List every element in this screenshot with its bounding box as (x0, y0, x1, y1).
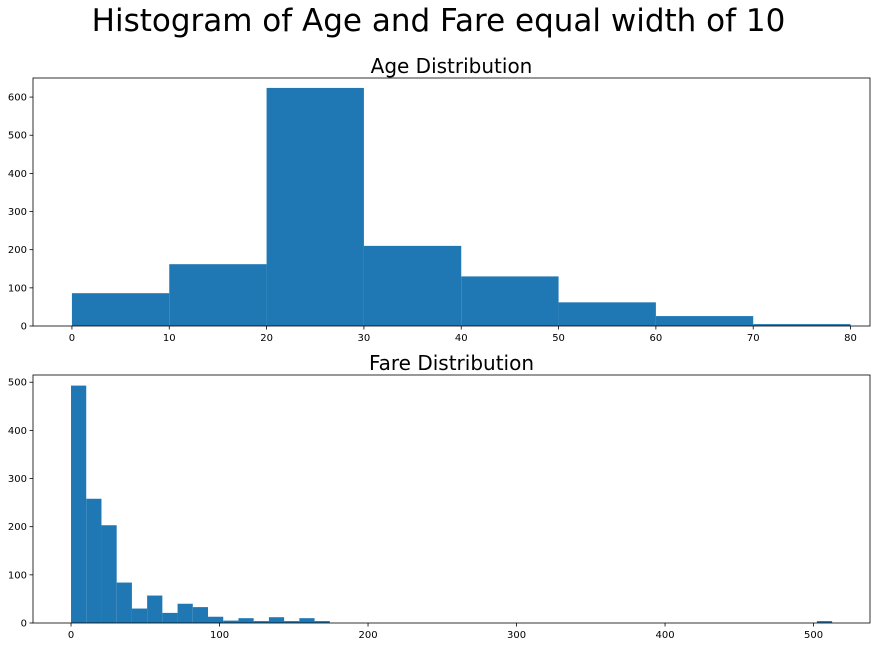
fare-bar (71, 385, 87, 623)
age-histogram-bars (71, 87, 851, 326)
fare-bar (101, 525, 117, 623)
fare-x-tick-label: 300 (507, 630, 526, 641)
fare-bar (268, 617, 285, 623)
fare-y-tick-label: 400 (8, 426, 27, 437)
fare-histogram-bars (71, 385, 833, 623)
age-y-tick-label: 500 (8, 131, 27, 142)
fare-bar (284, 621, 300, 623)
age-bar (169, 264, 267, 326)
fare-y-tick-label: 200 (8, 522, 27, 533)
fare-bar (192, 607, 209, 623)
age-x-tick-label: 0 (69, 333, 75, 344)
fare-bar (208, 616, 224, 623)
age-bar (461, 276, 559, 326)
age-y-tick-label: 200 (8, 245, 27, 256)
age-bar (655, 316, 754, 326)
fare-histogram-title: Fare Distribution (369, 351, 534, 375)
age-x-tick-label: 50 (552, 333, 565, 344)
fare-bar (131, 608, 148, 623)
fare-bar (223, 620, 239, 623)
age-histogram-frame (32, 77, 871, 327)
age-bar (753, 324, 851, 326)
fare-histogram-ticks: 0 100 200 300 400 500 0 100 200 300 400 500 (8, 378, 823, 641)
age-x-tick-label: 20 (260, 333, 273, 344)
fare-histogram-frame (32, 374, 871, 624)
fare-y-tick-label: 100 (8, 570, 27, 581)
fare-histogram-axes: Fare Distribution 0 100 200 300 400 500 0 100 20… (8, 351, 871, 641)
fare-x-tick-label: 500 (804, 630, 823, 641)
fare-bar (253, 621, 269, 623)
age-bar (71, 293, 170, 326)
fare-y-tick-label: 300 (8, 474, 27, 485)
age-y-tick-label: 400 (8, 169, 27, 180)
fare-x-tick-label: 200 (358, 630, 377, 641)
fare-bar (162, 612, 178, 623)
fare-bar (816, 621, 833, 623)
age-x-tick-label: 40 (455, 333, 468, 344)
age-histogram-title: Age Distribution (371, 54, 533, 78)
age-bar (266, 87, 364, 326)
age-x-tick-label: 70 (747, 333, 760, 344)
fare-bar (299, 618, 315, 623)
age-y-tick-label: 300 (8, 207, 27, 218)
fare-y-tick-label: 500 (8, 378, 27, 389)
fare-x-tick-label: 0 (68, 630, 74, 641)
age-y-tick-label: 100 (8, 283, 27, 294)
age-x-tick-label: 80 (844, 333, 857, 344)
age-x-tick-label: 10 (163, 333, 176, 344)
fare-bar (147, 595, 163, 623)
age-x-tick-label: 30 (358, 333, 371, 344)
fare-bar (86, 498, 102, 623)
fare-y-tick-label: 0 (21, 619, 27, 630)
fare-bar (314, 621, 330, 623)
age-histogram-ticks: 0 10 20 30 40 50 60 70 80 0 100 200 300 400 500 600 (8, 93, 857, 344)
age-y-tick-label: 600 (8, 93, 27, 104)
figure-suptitle: Histogram of Age and Fare equal width of… (92, 3, 786, 39)
fare-x-tick-label: 400 (656, 630, 675, 641)
age-x-tick-label: 60 (650, 333, 663, 344)
fare-bar (177, 603, 193, 623)
age-bar (558, 302, 656, 326)
fare-x-tick-label: 100 (210, 630, 229, 641)
age-histogram-axes: Age Distribution 0 10 20 30 40 50 60 70 80 0 100 20… (8, 54, 871, 344)
fare-bar (238, 618, 254, 623)
age-bar (363, 245, 462, 326)
age-y-tick-label: 0 (21, 322, 27, 333)
fare-bar (116, 582, 132, 623)
